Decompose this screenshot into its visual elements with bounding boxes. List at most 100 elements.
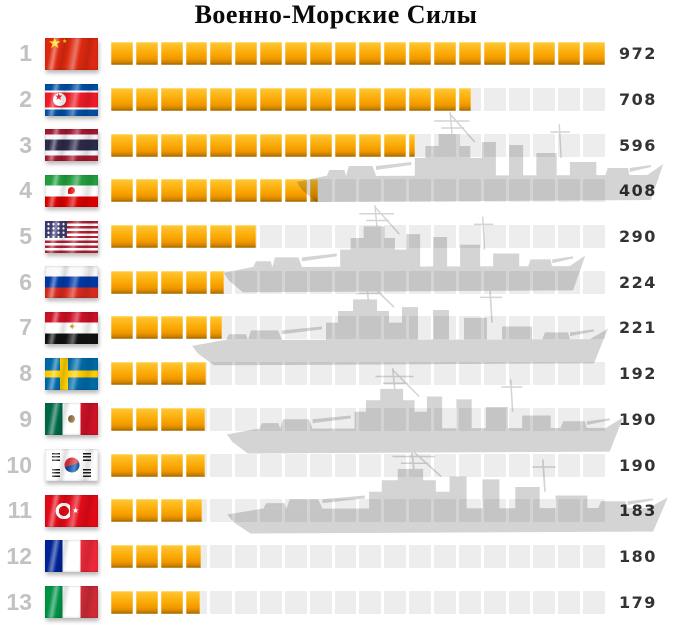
chart-rows: 1972270835964408529062247221819291901019… [0, 31, 700, 625]
bar-segment [409, 133, 431, 157]
bar-segment-fill [483, 42, 506, 66]
flag-us-icon [45, 220, 98, 253]
bar-segment [483, 544, 506, 568]
bar-segment [260, 133, 282, 157]
bar-segment [558, 407, 581, 431]
bar-segment-fill [409, 88, 431, 112]
bar-segment [433, 407, 456, 431]
bar-segment [185, 133, 208, 157]
bar-segment-fill [359, 42, 382, 66]
bar-segment [260, 225, 282, 249]
table-row: 11 183 [0, 488, 700, 534]
strength-bar [111, 407, 605, 431]
bar-segment-fill [185, 225, 208, 249]
bar-segment-fill [384, 42, 407, 66]
bar-segment [284, 453, 307, 477]
bar-segment [284, 362, 307, 386]
flag-emblem-icon [68, 187, 75, 195]
bar-segment-fill [135, 544, 158, 568]
bar-segment [458, 362, 481, 386]
bar-segment [483, 407, 506, 431]
flag-emblem-icon [54, 502, 79, 519]
table-row: 7 221 [0, 305, 700, 351]
bar-segment [210, 544, 233, 568]
bar-segment [185, 590, 208, 614]
bar-segment-fill [135, 362, 158, 386]
value-label: 224 [619, 272, 657, 292]
bar-segment [334, 42, 357, 66]
bar-segment [111, 453, 133, 477]
value-label: 180 [619, 546, 657, 566]
bar-segment-fill [235, 179, 258, 203]
bar-segment [135, 499, 158, 523]
bar-segment [458, 179, 481, 203]
bar-segment-fill [111, 179, 133, 203]
bar-segment [260, 316, 282, 340]
flag-gloss-overlay [45, 311, 98, 344]
bar-segment [508, 362, 531, 386]
bar-segment [583, 179, 605, 203]
bar-segment [409, 88, 431, 112]
bar-segment-fill [508, 42, 531, 66]
bar-segment-fill [409, 133, 415, 157]
rank-label: 3 [19, 131, 32, 158]
bar-segment [458, 270, 481, 294]
value-label: 972 [619, 44, 657, 64]
bar-segment [533, 179, 556, 203]
bar-segment [508, 407, 531, 431]
bar-segment [235, 316, 258, 340]
bar-segment-fill [185, 407, 206, 431]
bar-segment [235, 42, 258, 66]
flag-emblem-icon [68, 415, 75, 424]
bar-segment [160, 453, 183, 477]
bar-segment [384, 407, 407, 431]
bar-segment [508, 453, 531, 477]
bar-segment-fill [210, 225, 233, 249]
bar-segment [558, 133, 581, 157]
rank-label: 6 [19, 268, 32, 295]
bar-segment [384, 88, 407, 112]
bar-segment [309, 88, 332, 112]
bar-segment-fill [458, 88, 472, 112]
flag-ru-icon [45, 266, 98, 299]
bar-segment [210, 270, 233, 294]
bar-segment-fill [185, 544, 201, 568]
bar-segment [111, 590, 133, 614]
bar-segment-fill [235, 133, 258, 157]
flag-gloss-overlay [45, 220, 98, 253]
bar-segment-fill [185, 42, 208, 66]
bar-segment [359, 88, 382, 112]
bar-segment-fill [309, 42, 332, 66]
flag-gloss-overlay [45, 129, 98, 162]
bar-segment [384, 316, 407, 340]
bar-segment-fill [135, 499, 158, 523]
bar-segment [409, 179, 431, 203]
bar-segment [384, 179, 407, 203]
bar-segment-fill [160, 42, 183, 66]
bar-segment [583, 270, 605, 294]
bar-segment [260, 590, 282, 614]
bar-segment [458, 225, 481, 249]
bar-segment [260, 88, 282, 112]
strength-bar [111, 270, 605, 294]
bar-segment-fill [160, 88, 183, 112]
value-label: 290 [619, 227, 657, 247]
bar-segment-fill [160, 133, 183, 157]
bar-segment [160, 179, 183, 203]
bar-segment [359, 133, 382, 157]
bar-segment [583, 499, 605, 523]
bar-segment-fill [160, 225, 183, 249]
bar-segment [284, 499, 307, 523]
bar-segment-fill [260, 179, 282, 203]
bar-segment-fill [160, 590, 183, 614]
bar-segment-fill [210, 42, 233, 66]
bar-segment [458, 590, 481, 614]
bar-segment [433, 42, 456, 66]
bar-segment [558, 42, 581, 66]
bar-segment [111, 544, 133, 568]
bar-segment [185, 453, 208, 477]
bar-segment-fill [558, 42, 581, 66]
bar-segment [433, 179, 456, 203]
table-row: 9 190 [0, 397, 700, 443]
flag-eg-icon [45, 311, 98, 344]
